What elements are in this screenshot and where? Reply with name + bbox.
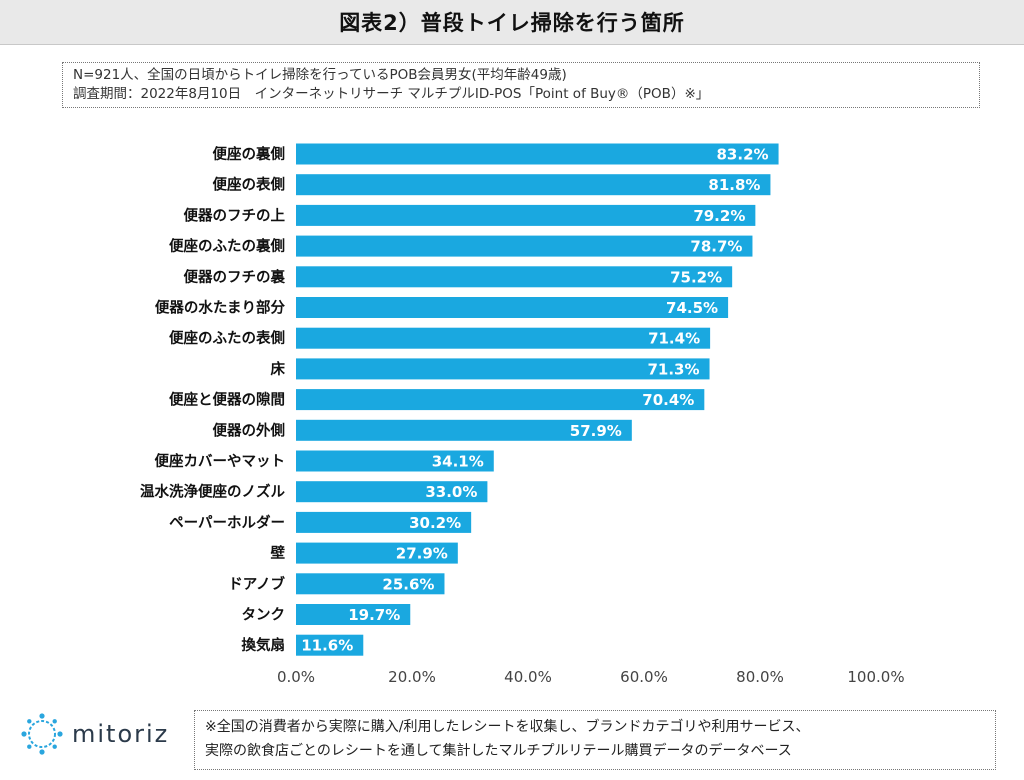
bar bbox=[296, 297, 729, 318]
category-label: 便器の水たまり部分 bbox=[155, 299, 286, 317]
data-label: 30.2% bbox=[409, 514, 461, 532]
bar bbox=[296, 235, 753, 257]
category-label: 便器のフチの裏 bbox=[184, 268, 286, 286]
bar bbox=[296, 358, 710, 380]
survey-notes: N=921人、全国の日頃からトイレ掃除を行っているPOB会員男女(平均年齢49歳… bbox=[62, 62, 980, 108]
category-label: 便座カバーやマット bbox=[155, 452, 286, 470]
x-tick-label: 60.0% bbox=[620, 668, 668, 686]
bar-chart: 便座の裏側 83.2% 便座の表側 81.8% 便器のフチの上 79.2% 便座のふたの裏側… bbox=[140, 143, 905, 686]
data-label: 71.4% bbox=[648, 330, 700, 348]
bar bbox=[296, 450, 494, 472]
bar bbox=[296, 542, 458, 564]
data-label: 19.7% bbox=[348, 606, 400, 624]
category-label: 便座のふたの表側 bbox=[169, 329, 285, 347]
data-label: 34.1% bbox=[432, 453, 484, 471]
bar bbox=[296, 634, 364, 656]
data-label: 27.9% bbox=[396, 545, 448, 563]
data-label: 70.4% bbox=[642, 391, 694, 409]
category-label: ペーパーホルダー bbox=[169, 513, 285, 531]
data-label: 75.2% bbox=[670, 268, 722, 286]
data-label: 71.3% bbox=[647, 360, 699, 378]
category-label: 便器のフチの上 bbox=[184, 206, 286, 224]
bar bbox=[296, 389, 705, 411]
bar bbox=[296, 174, 771, 196]
survey-note-line-2: 調査期間：2022年8月10日 インターネットリサーチ マルチプルID-POS「… bbox=[73, 86, 710, 102]
bar bbox=[296, 604, 411, 625]
category-label: 換気扇 bbox=[242, 636, 286, 654]
data-source-footnote: ※全国の消費者から実際に購入/利用したレシートを収集し、ブランドカテゴリや利用サ… bbox=[194, 710, 996, 770]
category-label: 便座の裏側 bbox=[213, 145, 286, 163]
category-label: 便座のふたの裏側 bbox=[169, 237, 285, 255]
x-tick-label: 40.0% bbox=[504, 668, 552, 686]
mitoriz-logo-icon bbox=[21, 713, 63, 755]
bar bbox=[296, 327, 711, 349]
data-label: 83.2% bbox=[717, 146, 769, 164]
bar bbox=[296, 511, 472, 533]
category-label: 床 bbox=[271, 360, 286, 378]
category-label: 温水洗浄便座のノズル bbox=[140, 483, 285, 501]
category-label: 便座の表側 bbox=[213, 176, 286, 194]
data-label: 78.7% bbox=[690, 238, 742, 256]
x-tick-label: 100.0% bbox=[847, 668, 904, 686]
category-label: ドアノブ bbox=[228, 575, 285, 593]
data-label: 74.5% bbox=[666, 299, 718, 317]
data-label: 11.6% bbox=[301, 637, 353, 655]
bar bbox=[296, 204, 756, 226]
survey-note-line-1: N=921人、全国の日頃からトイレ掃除を行っているPOB会員男女(平均年齢49歳… bbox=[73, 67, 567, 83]
category-label: 壁 bbox=[271, 544, 286, 562]
data-label: 81.8% bbox=[708, 176, 760, 194]
category-label: 便座と便器の隙間 bbox=[169, 391, 285, 409]
data-label: 57.9% bbox=[570, 422, 622, 440]
x-tick-label: 20.0% bbox=[388, 668, 436, 686]
chart-title: 図表2）普段トイレ掃除を行う箇所 bbox=[339, 11, 685, 35]
logo-text: mitoriz bbox=[72, 720, 170, 748]
bar bbox=[296, 481, 488, 503]
x-tick-label: 0.0% bbox=[277, 668, 315, 686]
title-bar: 図表2）普段トイレ掃除を行う箇所 bbox=[0, 0, 1024, 45]
footnote-line-1: ※全国の消費者から実際に購入/利用したレシートを収集し、ブランドカテゴリや利用サ… bbox=[205, 719, 810, 735]
bar bbox=[296, 573, 445, 595]
data-label: 25.6% bbox=[382, 575, 434, 593]
data-label: 79.2% bbox=[693, 207, 745, 225]
data-label: 33.0% bbox=[425, 483, 477, 501]
category-label: 便器の外側 bbox=[213, 421, 286, 439]
bar bbox=[296, 419, 632, 441]
x-tick-label: 80.0% bbox=[736, 668, 784, 686]
footnote-line-2: 実際の飲食店ごとのレシートを通して集計したマルチプルリテール購買データのデータベ… bbox=[205, 743, 792, 759]
mitoriz-logo: mitoriz bbox=[20, 712, 169, 756]
bar bbox=[296, 143, 779, 165]
bar bbox=[296, 266, 733, 288]
category-label: タンク bbox=[242, 607, 286, 624]
